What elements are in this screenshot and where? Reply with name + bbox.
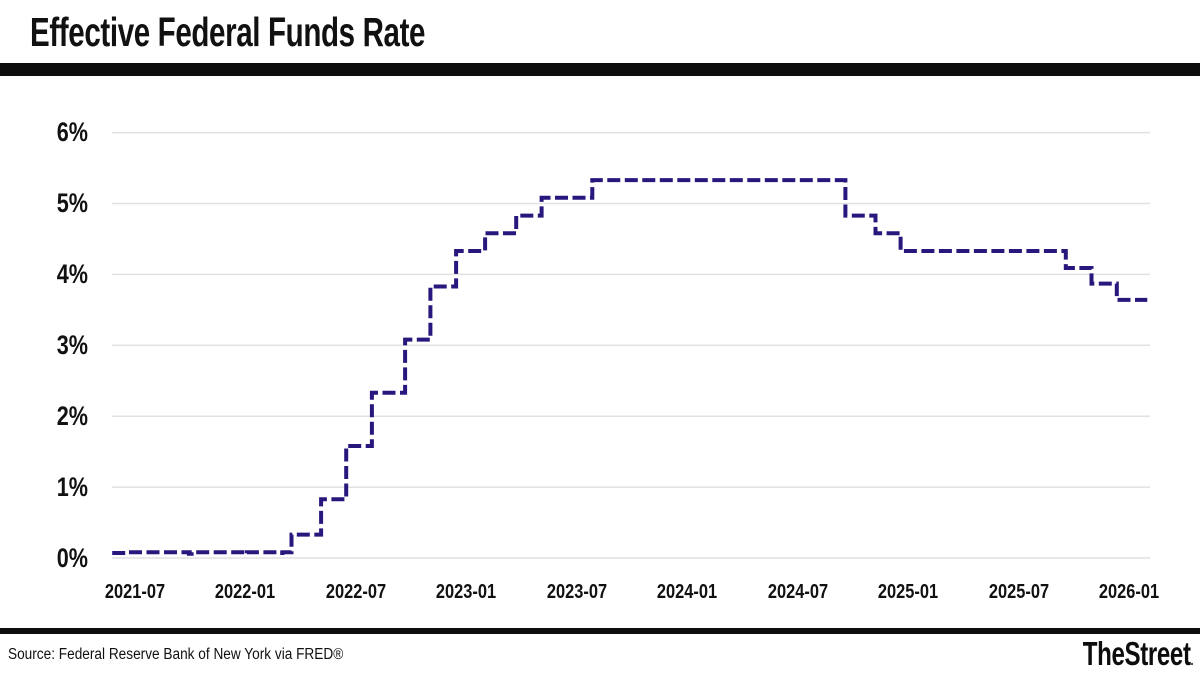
x-tick-label: 2024-01	[656, 581, 718, 603]
x-tick-label: 2021-07	[104, 581, 165, 603]
y-tick-label: 1%	[56, 471, 88, 502]
thestreet-logo: TheStreet.	[1082, 635, 1194, 675]
thestreet-logo-dot: .	[1190, 652, 1194, 668]
x-tick-label: 2022-07	[325, 581, 386, 603]
x-tick-label: 2025-01	[878, 581, 939, 603]
x-tick-label: 2024-07	[767, 581, 828, 603]
y-tick-label: 6%	[56, 117, 88, 148]
x-tick-label: 2025-07	[988, 581, 1049, 603]
effr-line	[112, 178, 1148, 556]
title-divider-bar	[0, 63, 1200, 76]
x-tick-label: 2022-01	[214, 581, 276, 603]
chart-title: Effective Federal Funds Rate	[30, 9, 426, 55]
x-tick-label: 2026-01	[1099, 581, 1160, 603]
y-tick-label: 2%	[56, 400, 88, 431]
y-tick-label: 3%	[56, 329, 88, 360]
y-tick-label: 0%	[56, 542, 88, 573]
y-tick-label: 5%	[56, 188, 88, 218]
source-attribution: Source: Federal Reserve Bank of New York…	[8, 646, 344, 663]
y-tick-label: 4%	[56, 258, 88, 289]
effr-step-chart: 6% 5% 4% 3% 2% 1% 0% 2021-07 2022-01 2022-07 2023…	[0, 76, 1200, 628]
x-tick-label: 2023-01	[435, 581, 497, 603]
x-tick-label: 2023-07	[546, 581, 607, 603]
thestreet-logo-text: TheStreet	[1082, 635, 1191, 672]
footer-divider-bar	[0, 628, 1200, 634]
